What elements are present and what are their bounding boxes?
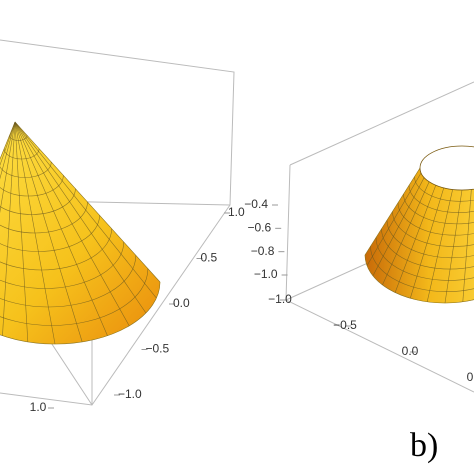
mesh-line (14, 121, 157, 299)
tick-label: −1.0 (254, 267, 278, 281)
tick-label: 0.5 (467, 370, 474, 384)
mesh-line (14, 121, 147, 314)
mesh-line (0, 121, 16, 160)
tick-label: −1.0 (268, 292, 292, 306)
shell-opening (419, 145, 474, 191)
tick-label: 1.0 (228, 205, 245, 219)
tick-label: −0.4 (244, 197, 268, 211)
mesh-line (444, 189, 463, 304)
mesh-line (364, 167, 421, 256)
mesh-line (2, 121, 16, 336)
mesh-line (0, 121, 16, 180)
cone-surface (0, 121, 161, 345)
tick-label: −0.8 (251, 244, 275, 258)
mesh-line (14, 121, 56, 345)
tick-label: 0.0 (402, 344, 419, 358)
tick-label: 1.0 (30, 400, 47, 414)
panel-label: b) (410, 427, 438, 464)
mesh-line (372, 177, 425, 276)
mesh-line (0, 121, 16, 214)
tick-label: −0.5 (333, 318, 357, 332)
tick-label: 0.5 (201, 251, 218, 265)
mesh-line (426, 189, 453, 302)
mesh-line (366, 172, 422, 266)
mesh-line (0, 121, 16, 166)
tick-label: −0.6 (247, 221, 271, 235)
mesh-line (394, 185, 437, 293)
mesh-line (14, 121, 83, 342)
mesh-line (382, 181, 430, 286)
mesh-line (14, 121, 108, 336)
mesh-line (14, 121, 130, 326)
tick-label: 0.0 (173, 296, 190, 310)
tick-label: −1.0 (118, 387, 142, 401)
mesh-line (14, 121, 161, 283)
mesh-line (410, 187, 445, 299)
surfaces (0, 121, 474, 345)
mesh-line (462, 189, 472, 302)
tick-label: −0.5 (146, 342, 170, 356)
mesh-line (14, 121, 29, 342)
